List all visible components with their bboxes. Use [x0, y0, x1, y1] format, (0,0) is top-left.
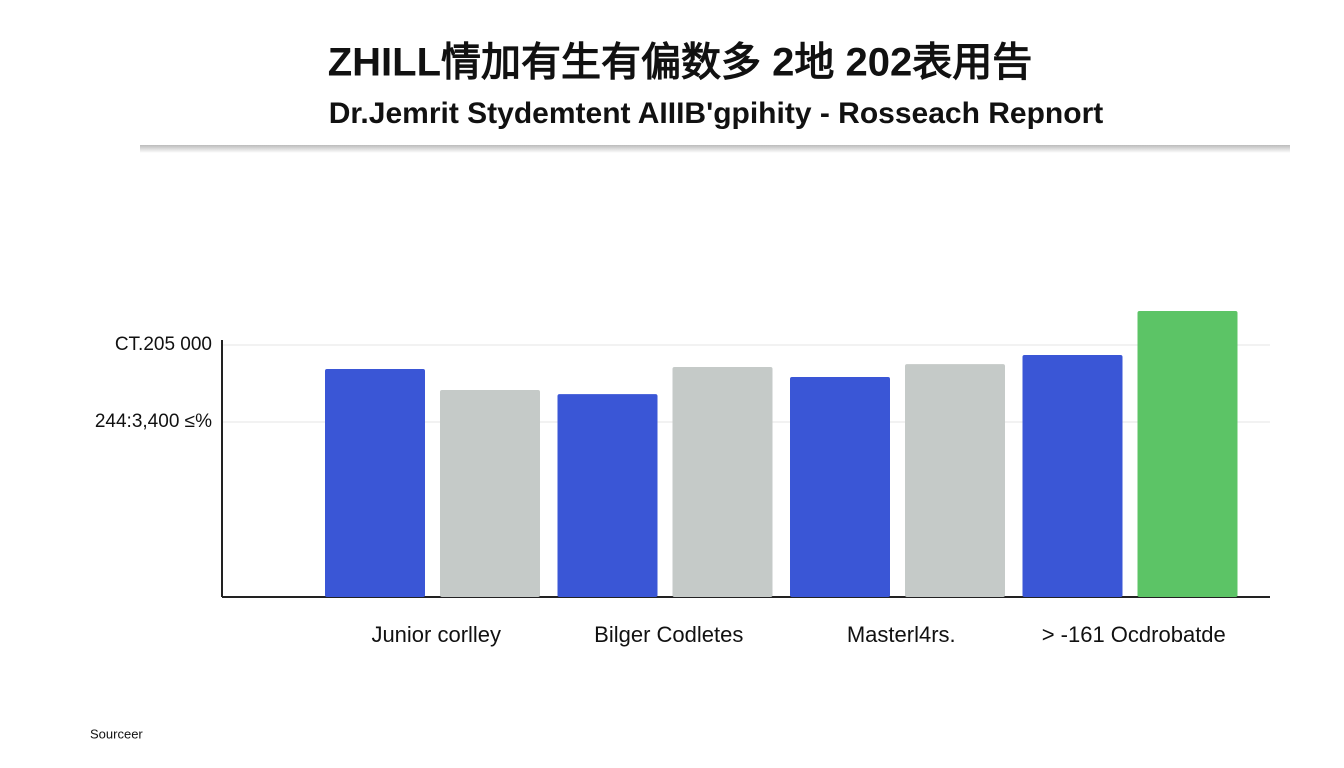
y-tick-label: 244:3,400 ≤% [95, 411, 212, 432]
x-tick-label: Junior corlley [371, 622, 501, 647]
bar [1137, 310, 1238, 597]
bar [672, 367, 773, 597]
chart-subtitle: Dr.Jemrit Stydemtent AIIIB'gpihity - Ros… [329, 97, 1104, 130]
x-tick-label: Bilger Codletes [594, 622, 743, 647]
bar [790, 376, 890, 597]
x-tick-label: > -161 Ocdrobatde [1042, 622, 1226, 647]
bar [440, 390, 540, 597]
chart-title: ZHILL情加有生有偏数多 2地 202表用告 [328, 41, 1033, 85]
x-tick-label: Masterl4rs. [847, 622, 956, 647]
divider [140, 145, 1290, 153]
source: Sourceer [90, 726, 143, 741]
bar [1022, 354, 1123, 597]
y-tick-label: CT.205 000 [115, 334, 212, 355]
bar [905, 364, 1005, 597]
bar [557, 394, 658, 597]
bar [325, 368, 425, 597]
